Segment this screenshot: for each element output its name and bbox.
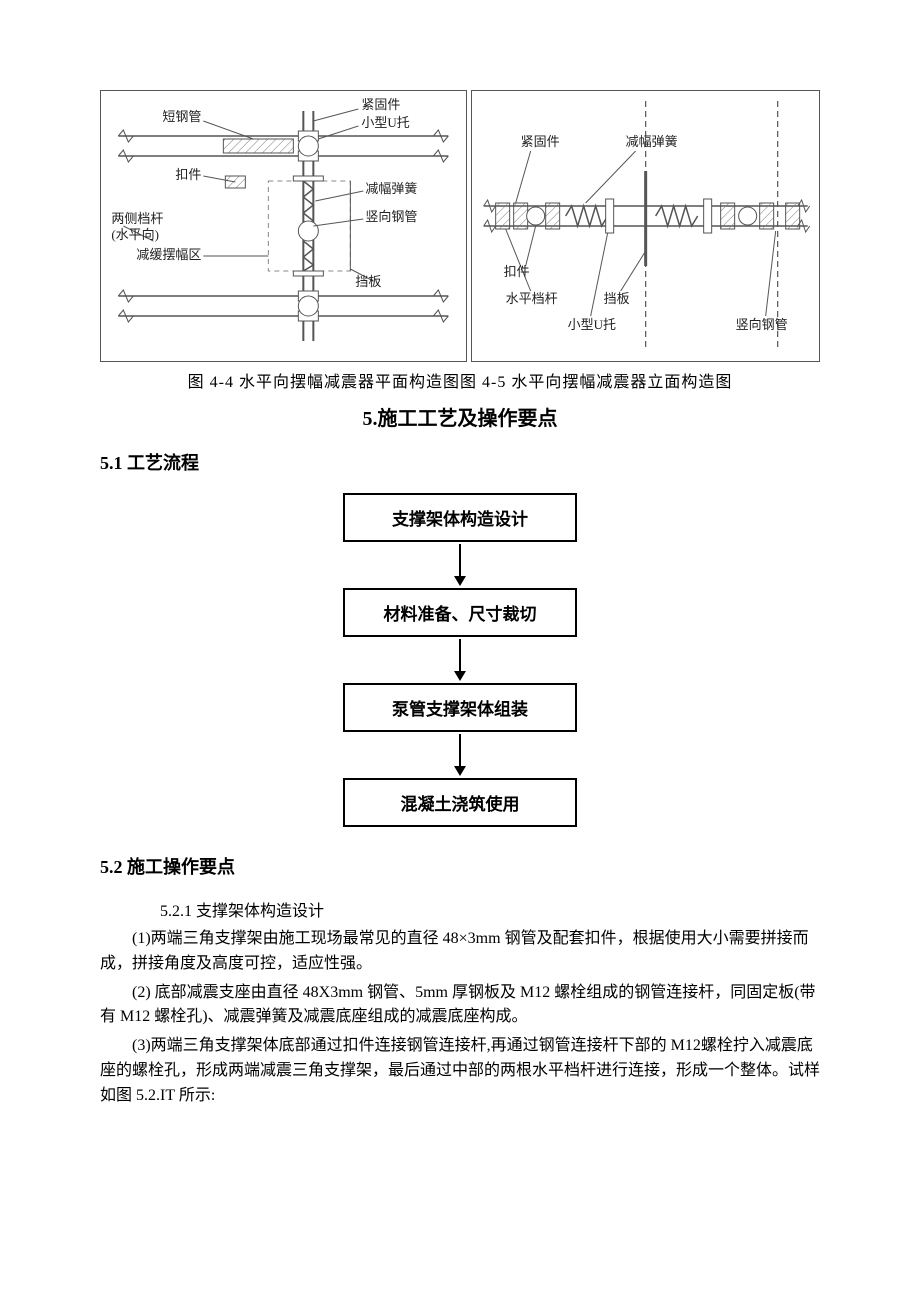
label-dgg: 短钢管 (162, 109, 201, 124)
flow-step-2: 材料准备、尺寸裁切 (343, 588, 577, 637)
label-db-r: 挡板 (603, 291, 629, 306)
section-5-2-title: 5.2 施工操作要点 (100, 853, 820, 879)
label-sxgg: 竖向钢管 (365, 209, 417, 224)
figure-caption: 图 4-4 水平向摆幅减震器平面构造图图 4-5 水平向摆幅减震器立面构造图 (100, 368, 820, 392)
label-kj: 扣件 (175, 167, 201, 182)
page: 紧固件 小型U托 短钢管 扣件 减幅弹簧 竖向钢管 两侧档杆 (水平向) 减缓摆… (0, 0, 920, 1193)
label-jfth: 减幅弹簧 (365, 181, 417, 196)
flow-arrow (450, 637, 470, 683)
flow-step-1: 支撑架体构造设计 (343, 493, 577, 542)
flow-arrow (450, 542, 470, 588)
label-xut: 小型U托 (361, 115, 409, 130)
para-3: (3)两端三角支撑架体底部通过扣件连接钢管连接杆,再通过钢管连接杆下部的 M12… (100, 1034, 820, 1108)
para-2: (2) 底部减震支座由直径 48X3mm 钢管、5mm 厚钢板及 M12 螺栓组… (100, 981, 820, 1031)
label-jgj-r: 紧固件 (520, 134, 559, 149)
label-lcdg2: (水平向) (111, 227, 159, 242)
diagram-4-4: 紧固件 小型U托 短钢管 扣件 减幅弹簧 竖向钢管 两侧档杆 (水平向) 减缓摆… (100, 90, 467, 362)
section-5-2-1-heading: 5.2.1 支撑架体构造设计 (160, 897, 820, 921)
flow-step-3: 泵管支撑架体组装 (343, 683, 577, 732)
flowchart: 支撑架体构造设计 材料准备、尺寸裁切 泵管支撑架体组装 混凝土浇筑使用 (100, 493, 820, 827)
diagram-row: 紧固件 小型U托 短钢管 扣件 减幅弹簧 竖向钢管 两侧档杆 (水平向) 减缓摆… (100, 90, 820, 362)
flow-arrow (450, 732, 470, 778)
label-jgj: 紧固件 (361, 97, 400, 112)
label-xut-r: 小型U托 (567, 317, 615, 332)
para-1: (1)两端三角支撑架由施工现场最常见的直径 48×3mm 钢管及配套扣件，根据使… (100, 927, 820, 977)
label-jhbfq: 减缓摆幅区 (136, 247, 201, 262)
diagram-4-5: 紧固件 减幅弹簧 扣件 水平档杆 挡板 小型U托 竖向钢管 (471, 90, 820, 362)
section-5-1-title: 5.1 工艺流程 (100, 449, 820, 475)
label-sxgg-r: 竖向钢管 (735, 317, 787, 332)
label-spdg-r: 水平档杆 (505, 291, 557, 306)
label-db: 挡板 (355, 274, 381, 289)
label-jfth-r: 减幅弹簧 (625, 134, 677, 149)
label-lcdg: 两侧档杆 (111, 211, 163, 226)
label-kj-r: 扣件 (503, 264, 529, 279)
flow-step-4: 混凝土浇筑使用 (343, 778, 577, 827)
section-5-title: 5.施工工艺及操作要点 (100, 402, 820, 431)
